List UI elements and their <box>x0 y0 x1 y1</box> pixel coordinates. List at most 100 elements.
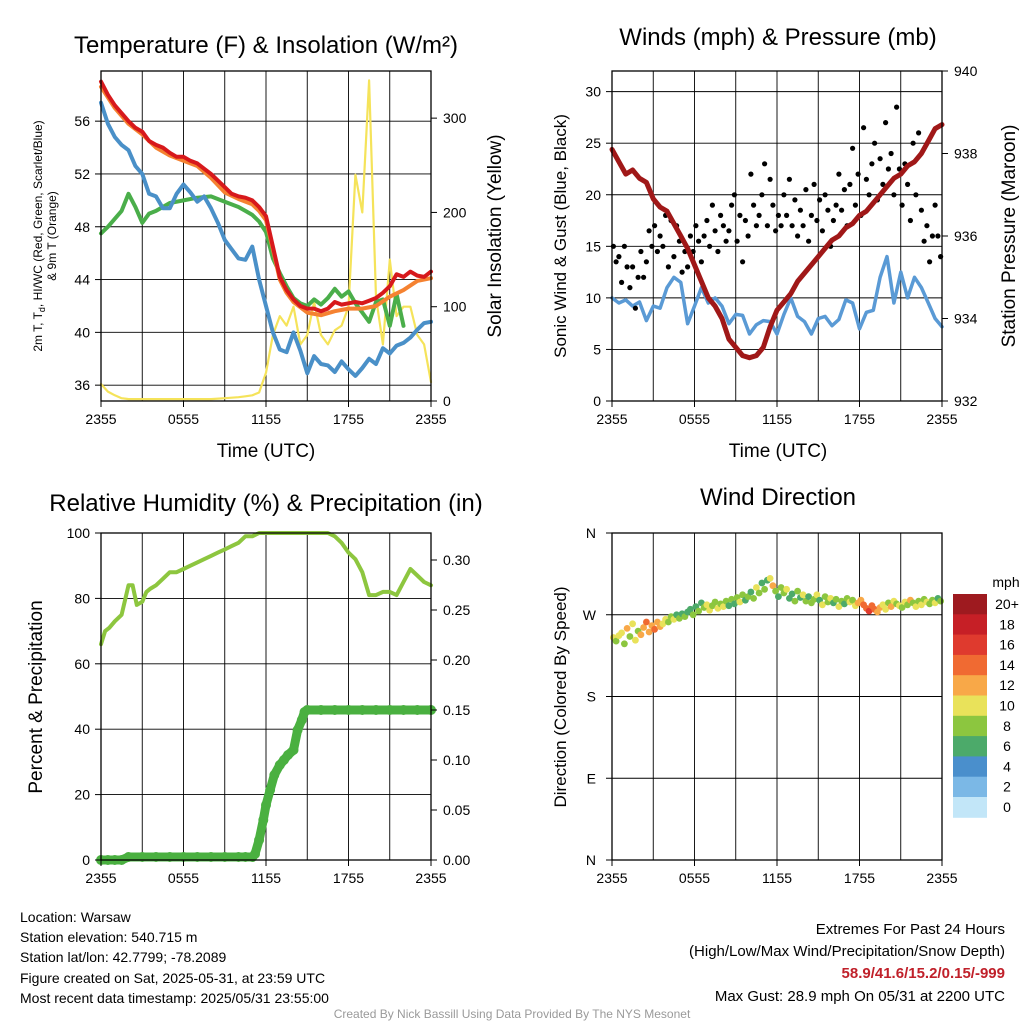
y-tick-label: 20 <box>74 787 90 803</box>
x-tick-label: 2355 <box>596 411 627 427</box>
gust-point <box>929 233 936 239</box>
x-tick-label: 0555 <box>679 411 710 427</box>
gust-point <box>630 264 636 270</box>
y2-tick-label: 934 <box>954 311 978 327</box>
x-tick-label: 1155 <box>251 870 281 886</box>
wind-direction-point <box>665 618 672 626</box>
gust-point <box>921 238 927 244</box>
wind-direction-point <box>695 607 702 615</box>
x-tick-label: 0555 <box>168 411 199 427</box>
colorbar-label: 14 <box>999 657 1015 673</box>
wind-direction-point <box>637 631 645 639</box>
y-tick-label: 30 <box>585 84 601 100</box>
gust-point <box>646 228 652 234</box>
y-tick-label: 0 <box>593 393 601 409</box>
y2-tick-label: 0.30 <box>443 552 470 568</box>
gust-point <box>784 212 790 218</box>
humidity-y-label: Percent & Precipitation <box>26 600 47 793</box>
y-tick-label: 25 <box>585 135 601 151</box>
wind-direction-point <box>758 579 766 587</box>
y2-tick-label: 0.20 <box>443 652 470 668</box>
wind-direction-point <box>703 601 711 609</box>
wind-direction-y-ticks: N E S W N <box>583 525 612 868</box>
gust-point <box>627 285 633 291</box>
relative-humidity-line <box>99 531 433 647</box>
y-tick-label: 48 <box>74 219 90 235</box>
colorbar-label: 16 <box>999 637 1015 653</box>
temperature-x-ticks: 2355 0555 1155 1755 2355 <box>85 401 447 427</box>
y2-tick-label: 936 <box>954 228 978 244</box>
wind-direction-x-ticks: 2355 0555 1155 1755 2355 <box>596 860 958 886</box>
wind-direction-point <box>755 589 763 597</box>
gust-point <box>756 212 762 218</box>
recent-timestamp: Most recent data timestamp: 2025/05/31 2… <box>20 989 329 1006</box>
winds-x-ticks: 2355 0555 1155 1755 2355 <box>596 401 958 427</box>
wind-direction-point <box>813 591 821 599</box>
gust-point <box>734 238 740 244</box>
gust-point <box>896 166 903 172</box>
gust-point <box>696 238 702 244</box>
gust-point <box>808 212 815 218</box>
gust-point <box>795 233 801 239</box>
wind-direction-point <box>612 637 620 645</box>
humidity-series <box>96 531 436 865</box>
wind-direction-point <box>621 640 628 648</box>
y-tick-label: 5 <box>593 341 601 357</box>
gust-point <box>698 259 705 265</box>
y2-tick-label: 0.05 <box>443 802 470 818</box>
colorbar-label: 10 <box>999 698 1015 714</box>
winds-series <box>609 104 945 361</box>
gust-point <box>885 166 892 172</box>
gust-point <box>833 202 839 208</box>
x-tick-label: 0555 <box>679 870 710 886</box>
precipitation-point <box>288 745 299 755</box>
gust-point <box>748 171 754 177</box>
gust-point <box>839 207 845 213</box>
gust-point <box>781 192 787 198</box>
y2-tick-label: 932 <box>954 393 978 409</box>
gust-point <box>789 223 795 229</box>
colorbar-swatch <box>953 594 987 615</box>
gust-point <box>770 202 776 208</box>
precipitation-point <box>316 705 326 715</box>
y2-tick-label: 0 <box>443 393 451 409</box>
x-tick-label: 1155 <box>762 411 792 427</box>
gust-point <box>916 130 922 136</box>
gust-point <box>778 223 784 229</box>
wind-chill-line <box>99 100 433 378</box>
gust-point <box>863 176 870 182</box>
colorbar-swatch <box>953 654 987 676</box>
colorbar-unit: mph <box>992 574 1019 590</box>
gust-point <box>759 192 765 198</box>
gust-point <box>709 202 716 208</box>
wind-direction-point <box>819 601 826 609</box>
speed-colorbar: mph 20+ 18 16 14 12 10 8 6 4 2 0 <box>953 574 1020 818</box>
wind-direction-point <box>711 598 719 606</box>
extremes-title: Extremes For Past 24 Hours <box>815 921 1005 938</box>
y-tick-label: 52 <box>74 166 90 182</box>
extremes-values: 58.9/41.6/15.2/0.15/-999 <box>841 965 1005 983</box>
temperature-series <box>99 79 433 401</box>
colorbar-label: 12 <box>999 677 1015 693</box>
wind-direction-point <box>887 603 895 610</box>
gust-point <box>693 223 699 229</box>
gust-point <box>888 150 894 157</box>
gust-point <box>685 264 691 270</box>
gust-point <box>817 197 823 203</box>
gust-point <box>786 176 793 182</box>
gust-point <box>814 217 820 224</box>
gust-point <box>751 202 757 208</box>
gust-point <box>894 104 900 110</box>
gust-point <box>880 181 886 187</box>
y2-tick-label: 0.15 <box>443 702 470 718</box>
gust-point <box>641 274 647 280</box>
solar-insolation-line <box>99 79 433 401</box>
direction-tick-label: W <box>583 607 597 623</box>
dewpoint-line <box>99 191 406 328</box>
wind-direction-series <box>610 575 944 648</box>
humidity-grid <box>101 533 431 860</box>
gust-point <box>836 171 842 177</box>
gust-point <box>657 233 663 239</box>
wind-direction-point <box>720 603 727 610</box>
